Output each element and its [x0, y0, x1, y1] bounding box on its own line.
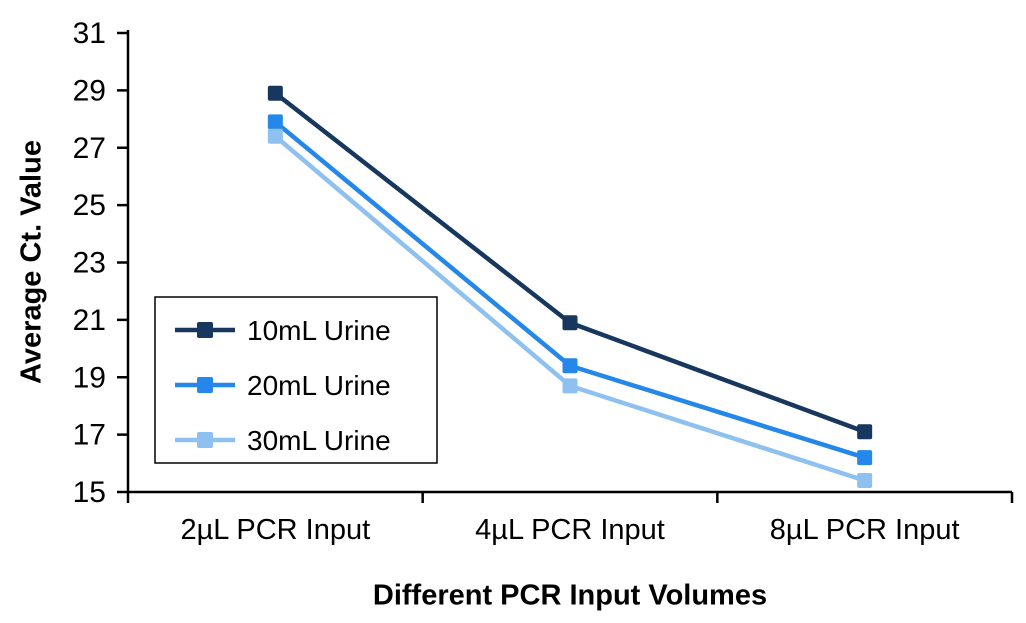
y-tick-label: 23: [73, 247, 106, 280]
y-tick-label: 21: [73, 304, 106, 337]
y-tick-label: 25: [73, 189, 106, 222]
series-marker: [857, 473, 873, 489]
y-tick-label: 29: [73, 74, 106, 107]
series-marker: [857, 424, 873, 440]
series-10ml-urine: [267, 85, 873, 440]
y-axis-title: Average Ct. Value: [15, 140, 48, 384]
series-marker: [857, 450, 873, 466]
legend-marker: [197, 322, 213, 338]
legend-label: 30mL Urine: [247, 425, 391, 456]
x-category-label: 2µL PCR Input: [180, 514, 370, 546]
series-marker: [267, 114, 283, 130]
legend-label: 20mL Urine: [247, 370, 391, 401]
legend-label: 10mL Urine: [247, 315, 391, 346]
y-tick-label: 19: [73, 361, 106, 394]
series-20ml-urine: [267, 114, 873, 466]
y-tick-label: 17: [73, 419, 106, 452]
x-axis-title: Different PCR Input Volumes: [372, 579, 768, 612]
series-marker: [562, 315, 578, 331]
y-tick-label: 31: [73, 17, 106, 50]
legend-marker: [197, 432, 213, 448]
legend: 10mL Urine 20mL Urine 30mL Urine: [154, 296, 438, 464]
series-marker: [267, 128, 283, 144]
x-category-label: 8µL PCR Input: [770, 514, 960, 546]
legend-item: 20mL Urine: [175, 370, 391, 401]
legend-item: 10mL Urine: [175, 315, 391, 346]
series-marker: [562, 378, 578, 394]
x-category-label: 4µL PCR Input: [475, 514, 665, 546]
y-tick-label: 27: [73, 132, 106, 165]
legend-marker: [197, 377, 213, 393]
y-tick-label: 15: [73, 476, 106, 509]
series-marker: [267, 85, 283, 101]
legend-item: 30mL Urine: [175, 425, 391, 456]
axes: 15 17 19 21 23 25 27 29 31 2µL PCR Input 4µL PCR I…: [73, 17, 1014, 546]
series-marker: [562, 358, 578, 374]
series-30ml-urine: [267, 128, 873, 489]
